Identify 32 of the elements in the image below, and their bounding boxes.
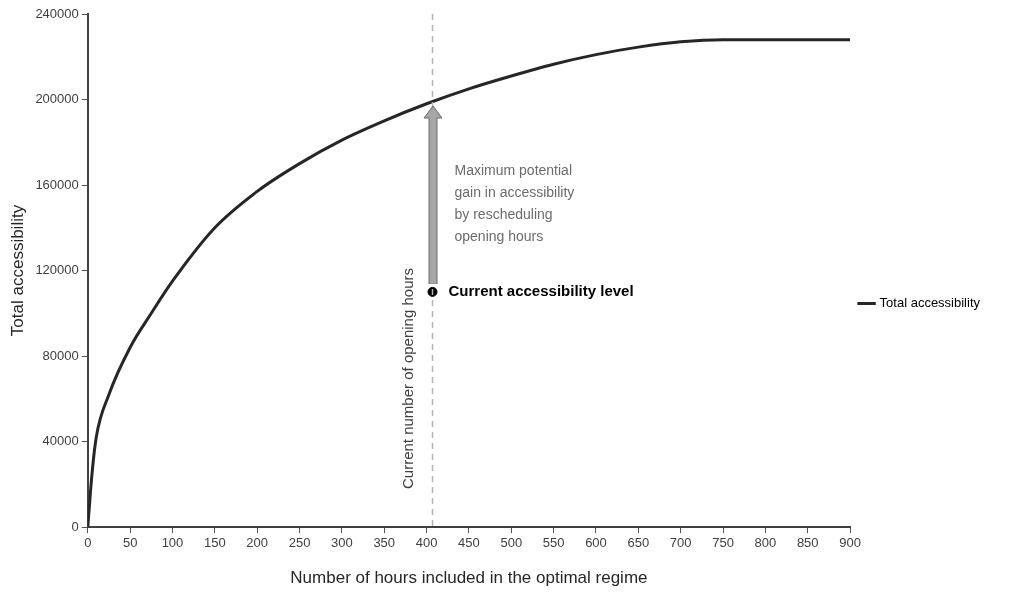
y-axis-title: Total accessibility [7, 204, 27, 337]
x-tick-label: 150 [203, 535, 226, 551]
x-tick-label: 750 [712, 535, 734, 551]
y-tick-label: 80000 [42, 347, 79, 363]
x-axis-title: Number of hours included in the optimal regime [290, 568, 648, 588]
x-tick-label: 400 [415, 535, 438, 551]
y-tick-label: 240000 [35, 5, 79, 21]
y-tick-label: 120000 [35, 262, 79, 278]
x-tick-label: 650 [627, 535, 650, 551]
y-tick-label: 40000 [42, 433, 79, 449]
x-tick-label: 200 [246, 535, 269, 551]
series-label: Current accessibility level [448, 282, 634, 300]
x-tick-label: 0 [84, 535, 92, 551]
x-tick-label: 550 [542, 535, 565, 551]
x-tick-label: 600 [585, 535, 607, 551]
x-tick-label: 450 [458, 535, 480, 551]
y-tick-label: 200000 [35, 91, 79, 107]
annotation: Maximum potential gain in accessibility by rescheduling opening hours [454, 161, 575, 244]
x-tick-label: 250 [288, 535, 311, 551]
x-tick-label: 350 [373, 535, 396, 551]
ref-line-label: Current number of opening hours [398, 268, 416, 489]
x-tick-label: 100 [161, 535, 184, 551]
x-tick-label: 300 [331, 535, 353, 551]
legend-label: Total accessibility [879, 295, 981, 311]
x-tick-label: 500 [500, 535, 523, 551]
y-tick-label: 0 [71, 518, 79, 534]
x-tick-label: 800 [754, 535, 777, 551]
y-tick-label: 160000 [35, 176, 79, 192]
x-tick-label: 850 [796, 535, 819, 551]
x-tick-label: 900 [839, 535, 861, 551]
x-tick-label: 700 [669, 535, 692, 551]
x-tick-label: 50 [122, 535, 138, 551]
